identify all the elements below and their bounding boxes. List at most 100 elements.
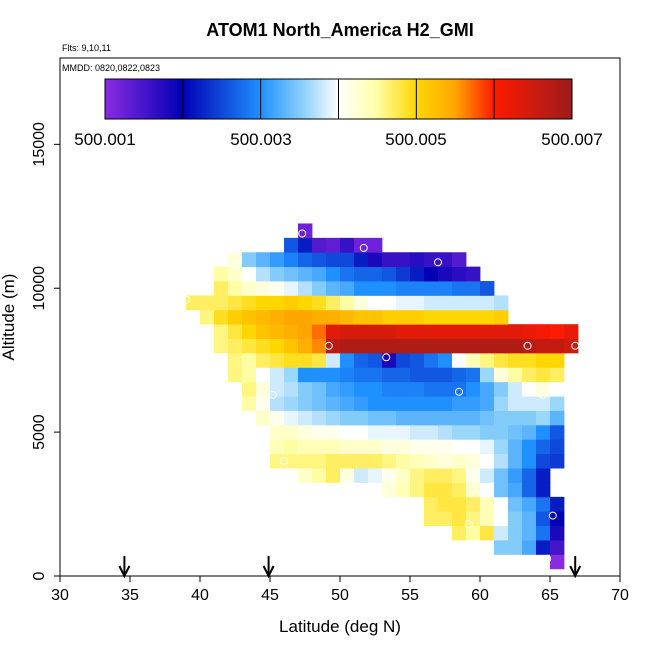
heatmap-cell — [452, 324, 467, 339]
heatmap-cell — [466, 424, 481, 440]
heatmap-cell — [340, 324, 355, 339]
heatmap-cell — [312, 396, 327, 411]
heatmap-cell — [494, 453, 509, 469]
circle-marker — [343, 479, 351, 488]
heatmap-cell — [480, 309, 495, 325]
heatmap-cell — [228, 338, 243, 354]
heatmap-cell — [326, 410, 341, 426]
heatmap-cell — [396, 367, 411, 383]
heatmap-cell — [242, 352, 257, 368]
heatmap-cell — [536, 381, 551, 397]
circle-marker — [298, 229, 307, 238]
colorbar-label-3: 500.007 — [541, 130, 602, 149]
heatmap-cell — [564, 324, 579, 339]
y-tick-label: 0 — [31, 571, 48, 580]
heatmap-cell — [424, 281, 439, 296]
heatmap-cell — [480, 482, 495, 498]
colorbar-label-1: 500.003 — [230, 130, 291, 149]
heatmap-cell — [438, 439, 453, 455]
heatmap-cell — [536, 324, 551, 339]
heatmap-cell — [508, 482, 523, 498]
heatmap-cell — [494, 511, 509, 527]
heatmap-cell — [410, 396, 425, 411]
heatmap-cell — [438, 511, 453, 527]
heatmap-cell — [480, 424, 495, 440]
heatmap-cell — [396, 439, 411, 455]
heatmap-cell — [368, 252, 383, 268]
heatmap-cell — [228, 309, 243, 325]
heatmap-cell — [480, 496, 495, 512]
heatmap-cell — [284, 453, 299, 469]
heatmap-cell — [326, 309, 341, 325]
heatmap-cell — [452, 295, 467, 311]
heatmap-cell — [312, 410, 327, 426]
heatmap-cell — [508, 352, 523, 368]
circle-marker — [280, 456, 288, 465]
heatmap-cell — [340, 352, 355, 368]
heatmap-cell — [284, 266, 299, 282]
heatmap-cell — [424, 424, 439, 440]
heatmap-cell — [228, 266, 243, 282]
heatmap-cell — [284, 352, 299, 368]
heatmap-cell — [410, 424, 425, 440]
heatmap-cell — [494, 525, 509, 541]
heatmap-cell — [494, 338, 509, 354]
heatmap-cell — [312, 439, 327, 455]
heatmap-cell — [536, 468, 551, 483]
heatmap-cell — [312, 381, 327, 397]
heatmap-cell — [494, 410, 509, 426]
heatmap-cell — [522, 525, 537, 541]
heatmap-cell — [298, 453, 313, 469]
heatmap-cell — [522, 381, 537, 397]
heatmap-cell — [424, 439, 439, 455]
heatmap-cell — [354, 338, 369, 354]
heatmap-cell — [214, 295, 229, 311]
heatmap-cell — [354, 281, 369, 296]
heatmap-cell — [368, 381, 383, 397]
heatmap-cell — [242, 295, 257, 311]
heatmap-cell — [550, 439, 565, 455]
heatmap-cell — [382, 338, 397, 354]
heatmap-cell — [326, 468, 341, 483]
heatmap-cell — [466, 367, 481, 383]
heatmap-cell — [494, 381, 509, 397]
heatmap-cell — [270, 439, 285, 455]
heatmap-cell — [550, 352, 565, 368]
heatmap-cell — [326, 237, 341, 253]
heatmap-cell — [312, 237, 327, 253]
heatmap-cell — [340, 295, 355, 311]
flights-label: Flts: 9,10,11 — [62, 43, 111, 53]
heatmap-cell — [298, 266, 313, 282]
heatmap-cell — [494, 468, 509, 483]
heatmap-cell — [298, 367, 313, 383]
heatmap-cell — [410, 266, 425, 282]
heatmap-cell — [340, 424, 355, 440]
heatmap-cell — [340, 453, 355, 469]
heatmap-cell — [452, 511, 467, 527]
heatmap-cell — [326, 381, 341, 397]
heatmap-cell — [480, 410, 495, 426]
heatmap-cell — [480, 324, 495, 339]
heatmap-cell — [508, 468, 523, 483]
heatmap-cell — [242, 324, 257, 339]
heatmap-cell — [284, 396, 299, 411]
heatmap-cell — [438, 381, 453, 397]
heatmap-cell — [410, 482, 425, 498]
heatmap-cell — [452, 252, 467, 268]
heatmap-cell — [354, 439, 369, 455]
heatmap-cell — [424, 453, 439, 469]
heatmap-cell — [284, 295, 299, 311]
heatmap-cell — [256, 367, 271, 383]
heatmap-cell — [424, 496, 439, 512]
heatmap-cell — [452, 496, 467, 512]
x-tick-label: 55 — [401, 587, 419, 604]
heatmap-cell — [536, 482, 551, 498]
heatmap-cell — [564, 338, 579, 354]
heatmap-cell — [424, 482, 439, 498]
heatmap-cell — [256, 281, 271, 296]
heatmap-cell — [508, 540, 523, 555]
heatmap-cell — [270, 266, 285, 282]
heatmap-cell — [354, 381, 369, 397]
heatmap-cell — [550, 410, 565, 426]
heatmap-cell — [480, 381, 495, 397]
